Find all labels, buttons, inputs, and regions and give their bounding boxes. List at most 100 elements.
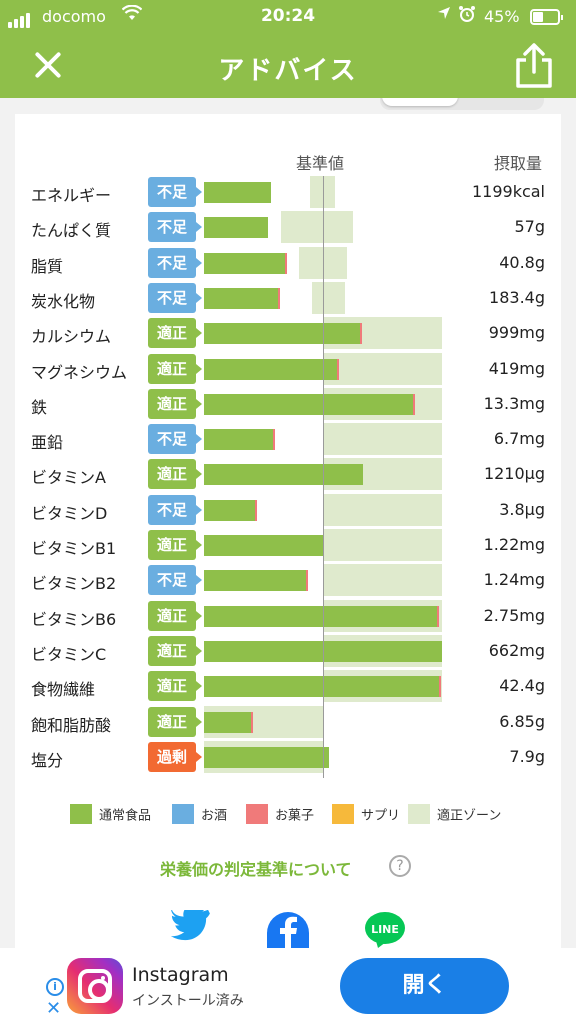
sweets-segment [306, 570, 308, 592]
toggle-knob[interactable] [382, 98, 458, 106]
nutrient-row: 亜鉛 不足 6.7mg [0, 423, 576, 457]
reference-header: 基準値 [296, 154, 345, 173]
signal-icon [8, 9, 32, 28]
intake-bar [204, 287, 280, 309]
status-badge: 不足 [148, 565, 202, 596]
nutrient-name: マグネシウム [31, 362, 128, 382]
instagram-logo-icon[interactable] [67, 958, 123, 1014]
intake-bar [204, 429, 275, 451]
intake-value: 2.75mg [483, 605, 545, 625]
status-badge: 適正 [148, 671, 202, 702]
optimal-zone [323, 564, 442, 597]
intake-bar [204, 252, 287, 274]
intake-bar [204, 746, 329, 768]
battery-icon [530, 9, 563, 25]
nutrient-name: カルシウム [31, 327, 112, 347]
sweets-segment [273, 429, 275, 451]
status-badge: 不足 [148, 212, 202, 243]
status-badge: 過剰 [148, 741, 202, 772]
battery-percent: 45% [484, 7, 520, 26]
intake-value: 1210µg [483, 464, 545, 484]
sweets-segment [360, 323, 362, 345]
intake-header: 摂取量 [494, 154, 543, 173]
intake-value: 42.4g [499, 676, 545, 696]
nutrient-name: 飽和脂肪酸 [31, 715, 112, 735]
intake-bar [204, 323, 362, 345]
sweets-segment [285, 252, 287, 274]
status-badge: 適正 [148, 318, 202, 349]
intake-value: 6.85g [499, 711, 545, 731]
nutrient-name: たんぱく質 [31, 221, 112, 241]
status-badge: 不足 [148, 282, 202, 313]
ad-close-icon[interactable]: ✕ [46, 998, 62, 1019]
status-bar: docomo 20:24 45% [0, 0, 576, 34]
legend-swatch [172, 804, 194, 824]
intake-value: 13.3mg [483, 393, 545, 413]
intake-bar [204, 676, 441, 698]
intake-bar [204, 711, 253, 733]
nutrient-name: ビタミンA [31, 468, 106, 488]
intake-bar [204, 570, 308, 592]
nutrient-name: 脂質 [31, 256, 64, 276]
intake-value: 3.8µg [499, 499, 545, 519]
status-badge: 適正 [148, 459, 202, 490]
status-badge: 不足 [148, 494, 202, 525]
status-badge: 適正 [148, 388, 202, 419]
nutrient-name: 亜鉛 [31, 433, 64, 453]
optimal-zone [312, 281, 345, 314]
location-icon [437, 6, 451, 24]
help-icon[interactable]: ? [389, 855, 411, 877]
nutrient-name: ビタミンB6 [31, 609, 117, 629]
nutrient-name: 鉄 [31, 397, 48, 417]
nutrient-name: ビタミンB1 [31, 539, 117, 558]
legend-item-alcohol: お酒 [172, 804, 227, 824]
nutrient-row: ビタミンB6 適正 2.75mg [0, 599, 576, 634]
legend-item-supplement: サプリ [332, 804, 400, 824]
nutrient-row: ビタミンA 適正 1210µg [0, 458, 576, 492]
ad-open-button[interactable]: 開く [340, 958, 509, 1014]
legend-item-zone: 適正ゾーン [408, 804, 501, 824]
nutrient-name: エネルギー [31, 186, 112, 205]
sweets-segment [437, 605, 439, 627]
status-badge: 不足 [148, 177, 202, 207]
optimal-zone [323, 493, 442, 526]
criteria-link[interactable]: 栄養価の判定基準について [160, 860, 352, 879]
nutrient-name: 炭水化物 [31, 291, 96, 311]
sweets-segment [337, 358, 339, 380]
intake-value: 999mg [488, 323, 545, 343]
optimal-zone [310, 176, 335, 208]
ad-banner[interactable]: i ✕ Instagram インストール済み 開く [0, 948, 576, 1024]
nutrient-row: カルシウム 適正 999mg [0, 317, 576, 351]
intake-value: 1.22mg [483, 535, 545, 554]
status-badge: 適正 [148, 706, 202, 737]
legend-swatch [246, 804, 268, 824]
sweets-segment [413, 393, 415, 415]
twitter-icon[interactable] [170, 904, 212, 952]
nutrient-row: 鉄 適正 13.3mg [0, 387, 576, 422]
nutrient-name: ビタミンD [31, 503, 108, 523]
legend-item-sweets: お菓子 [246, 804, 314, 824]
intake-value: 419mg [488, 358, 545, 378]
nutrient-name: ビタミンB2 [31, 574, 117, 594]
sweets-segment [255, 499, 257, 521]
facebook-icon[interactable] [267, 912, 309, 952]
sweets-segment [251, 711, 253, 733]
alarm-icon [458, 5, 476, 27]
intake-value: 1.24mg [483, 570, 545, 590]
intake-value: 183.4g [489, 287, 545, 307]
share-icon[interactable] [512, 40, 556, 90]
line-icon[interactable]: LINE [364, 911, 406, 952]
optimal-zone [323, 423, 442, 456]
nutrient-row: 脂質 不足 40.8g [0, 246, 576, 281]
nutrient-row: エネルギー 不足 1199kcal [0, 176, 576, 210]
intake-value: 7.9g [509, 746, 545, 766]
optimal-zone [323, 529, 442, 561]
view-toggle[interactable] [380, 98, 544, 110]
legend-item-food: 通常食品 [70, 804, 151, 824]
sweets-segment [278, 287, 280, 309]
nutrient-row: 炭水化物 不足 183.4g [0, 281, 576, 316]
intake-bar [204, 535, 323, 556]
reference-line [323, 176, 324, 778]
status-badge: 適正 [148, 353, 202, 384]
ad-info-icon[interactable]: i [46, 978, 64, 996]
